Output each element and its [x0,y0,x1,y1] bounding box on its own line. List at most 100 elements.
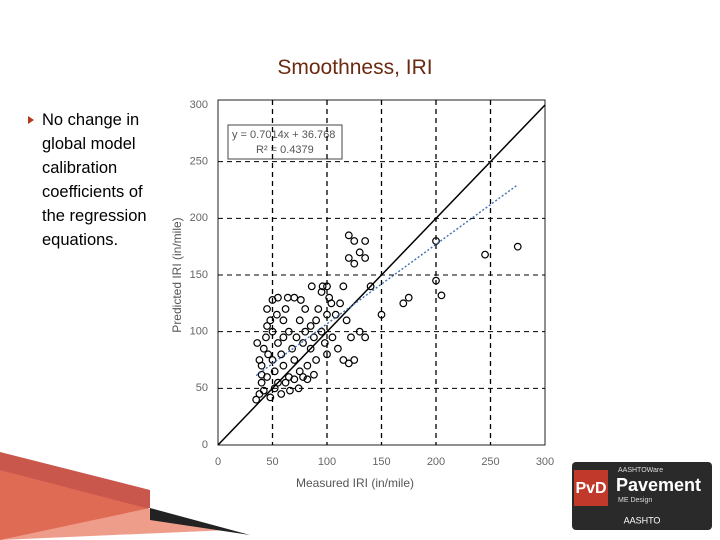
point [284,327,293,336]
point [481,250,489,259]
point [404,293,413,302]
y-tick-label: 0 [202,439,208,451]
point [266,393,275,402]
point [295,316,304,325]
point [306,344,315,353]
point [259,344,268,353]
point [299,373,307,381]
point [323,350,331,359]
point [432,237,440,245]
x-tick-label: 0 [215,456,221,468]
point [399,299,408,308]
point [283,293,292,302]
point [355,248,364,257]
point [279,361,288,370]
point [259,386,268,395]
r-squared: R² = 0.4379 [256,144,314,156]
point [263,322,271,330]
point [361,237,370,245]
point [262,333,270,342]
point [264,350,273,359]
equation-box [227,124,343,160]
logo: PvD AASHTOWare Pavement ME Design AASHTO [572,462,712,530]
point [288,344,297,353]
point [344,359,353,368]
point [513,242,522,251]
point [336,299,344,308]
x-tick-label: 300 [536,456,554,468]
trend-line [255,184,519,377]
point [268,327,277,336]
point [257,378,266,387]
point [274,293,282,302]
point [361,254,370,262]
reference-line [217,104,546,446]
x-tick-label: 100 [318,456,336,468]
x-tick-label: 250 [481,456,499,468]
point [301,305,310,313]
point [347,333,355,342]
point [277,350,286,359]
point [296,296,305,304]
point [266,316,275,325]
x-axis-label: Measured IRI (in/mile) [296,476,414,490]
point [306,322,315,330]
point [377,310,386,319]
point [432,276,440,285]
point [279,316,288,325]
point [339,356,348,364]
point [361,333,370,342]
point [272,310,281,319]
point [292,333,301,342]
point [323,310,331,319]
point [310,333,318,342]
point [344,254,353,262]
point [327,299,336,308]
point [270,384,279,393]
equation: y = 0.7014x + 36.768 [232,129,335,141]
point [301,327,310,336]
point [303,375,312,384]
point [350,259,359,268]
point [253,339,262,347]
point [279,333,288,342]
point [310,370,318,379]
point [299,339,307,347]
x-tick-label: 150 [372,456,390,468]
point [270,367,279,376]
point [314,305,323,313]
point [350,237,359,245]
point [312,316,321,325]
point [355,327,364,336]
point [328,333,337,342]
point [342,316,351,325]
point [290,375,299,384]
logo-brand: AASHTOWare [618,467,663,474]
logo-org: AASHTO [624,515,661,525]
point [281,305,290,313]
x-tick-label: 50 [266,456,278,468]
y-tick-label: 150 [190,269,208,281]
point [437,291,446,300]
point [295,367,304,376]
point [323,282,331,291]
y-tick-label: 50 [196,382,208,394]
y-tick-label: 250 [190,156,208,168]
point [274,339,282,347]
point [286,386,294,395]
point [252,395,261,404]
y-axis-label: Predicted IRI (in/mile) [170,217,184,332]
point [303,361,312,370]
point [344,231,353,240]
slide-title: Smoothness, IRI [277,56,433,79]
point [263,305,271,313]
point [294,384,303,393]
logo-mark: PvD [575,480,606,497]
point [312,356,321,364]
point [317,288,326,296]
point [274,378,282,387]
y-tick-label: 300 [190,99,208,111]
point [318,282,327,291]
